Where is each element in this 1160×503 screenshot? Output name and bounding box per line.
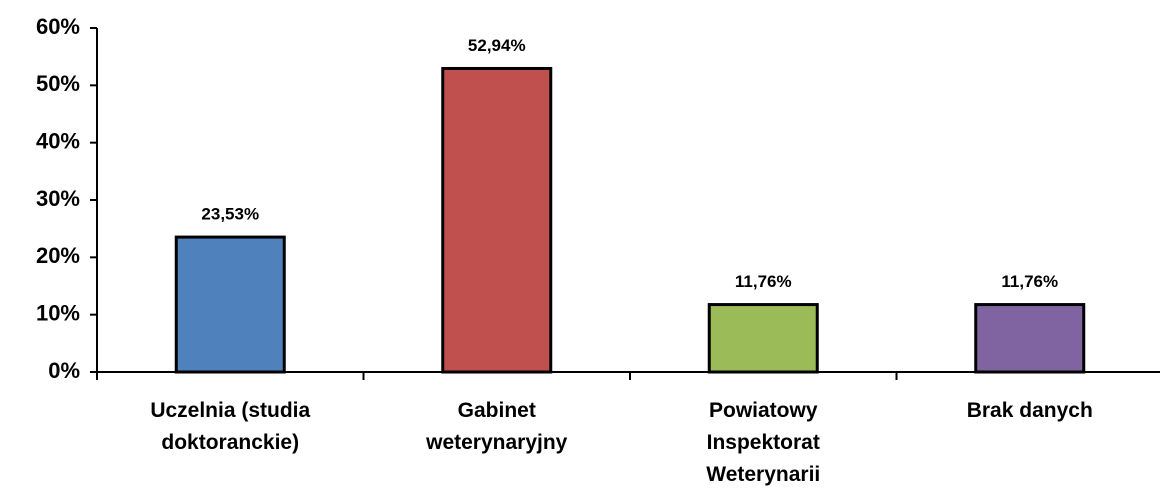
y-tick-label: 50%	[36, 71, 80, 96]
bar	[707, 303, 819, 374]
bar	[974, 303, 1086, 374]
value-label: 11,76%	[735, 272, 792, 291]
x-tick-label: Powiatowy Inspektorat Weterynarii	[706, 399, 821, 486]
y-tick-label: 40%	[36, 128, 80, 153]
value-label: 52,94%	[468, 36, 526, 55]
x-tick-label: Uczelnia (studia doktoranckie)	[150, 399, 311, 454]
y-tick-label: 30%	[36, 186, 80, 211]
y-tick-label: 20%	[36, 243, 80, 268]
y-tick-label: 0%	[48, 358, 80, 383]
bar	[441, 66, 553, 374]
x-tick-label: Gabinet weterynaryjny	[426, 399, 568, 454]
x-tick-label: Brak danych	[966, 399, 1093, 422]
y-tick-label: 60%	[36, 14, 80, 39]
y-tick-label: 10%	[36, 300, 80, 325]
value-label: 23,53%	[201, 205, 259, 224]
value-label: 11,76%	[1001, 272, 1058, 291]
bar	[174, 235, 286, 374]
